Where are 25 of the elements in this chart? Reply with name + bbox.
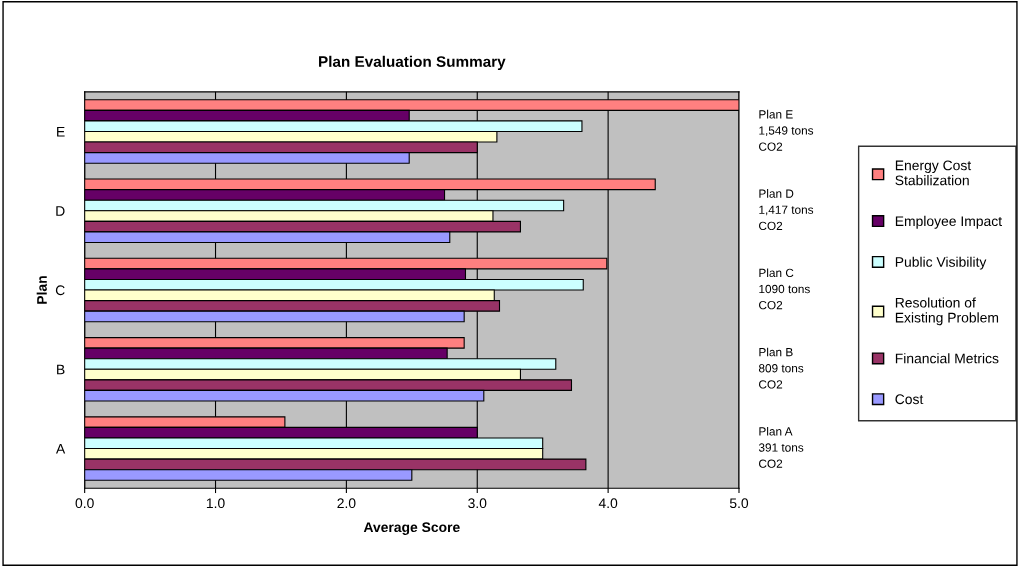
y-tick-label: E — [57, 126, 65, 137]
x-tick-label: 1.0 — [206, 498, 225, 509]
legend-label: Cost — [895, 394, 924, 405]
text: Plan A 391 tons CO2 — [758, 426, 804, 468]
text: Plan B 809 tons CO2 — [758, 347, 804, 389]
x-tick-label: 4.0 — [598, 498, 618, 509]
y-tick-label: C — [55, 285, 65, 296]
x-tick-label: 3.0 — [468, 498, 487, 509]
legend-label: Financial Metrics — [895, 353, 999, 364]
y-axis-title: Plan — [36, 276, 47, 304]
legend-label: Energy Cost Stabilization — [895, 160, 972, 186]
x-tick-label: 0.0 — [75, 498, 94, 509]
x-axis-title: Average Score — [363, 522, 460, 535]
legend-label: Employee Impact — [895, 215, 1002, 229]
x-tick-label: 2.0 — [337, 498, 356, 509]
text: Plan D 1,417 tons CO2 — [759, 189, 814, 231]
y-tick-label: A — [55, 444, 66, 454]
legend-label: Public Visibility — [895, 256, 987, 270]
legend-label: Resolution of Existing Problem — [895, 297, 999, 326]
x-tick-label: 5.0 — [729, 498, 749, 509]
chart-title: Plan Evaluation Summary — [319, 55, 506, 71]
text: Plan C 1090 tons CO2 — [759, 268, 810, 310]
y-tick-label: B — [57, 364, 65, 375]
text: Plan E 1,549 tons CO2 — [759, 109, 814, 151]
y-tick-label: D — [56, 206, 65, 216]
